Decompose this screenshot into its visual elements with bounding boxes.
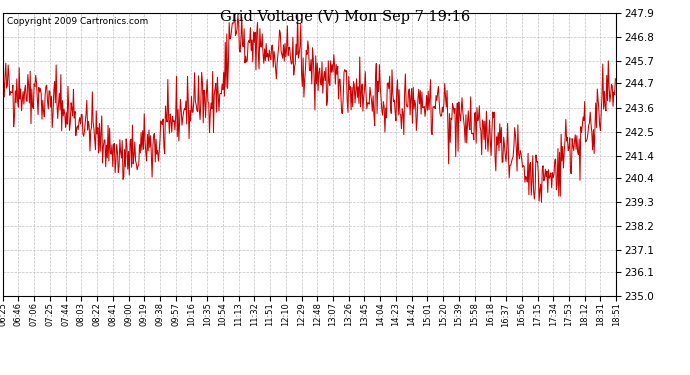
Text: Grid Voltage (V) Mon Sep 7 19:16: Grid Voltage (V) Mon Sep 7 19:16 [220,9,470,24]
Text: Copyright 2009 Cartronics.com: Copyright 2009 Cartronics.com [6,17,148,26]
